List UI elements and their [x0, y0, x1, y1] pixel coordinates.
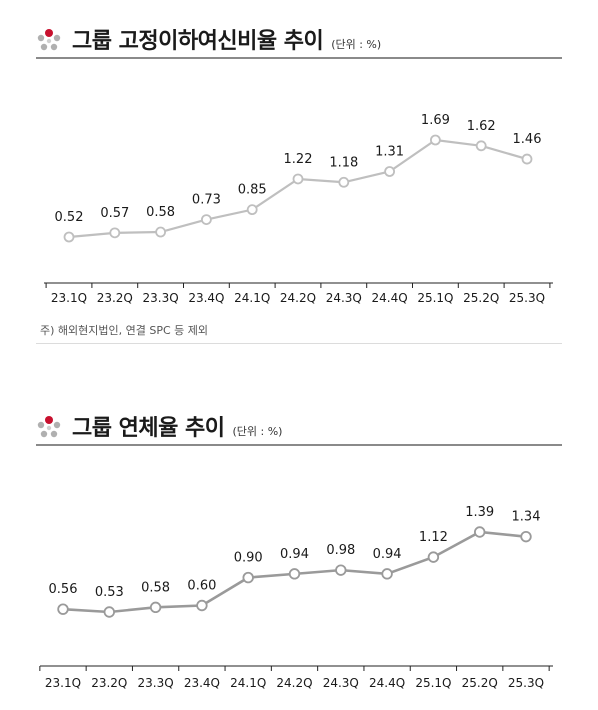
x-tick-label: 25.3Q — [509, 291, 545, 305]
data-label: 1.62 — [467, 119, 496, 134]
x-tick-label: 23.2Q — [91, 676, 127, 690]
chart-title: 그룹 고정이하여신비율 추이 — [72, 29, 324, 54]
delinquency-chart: 0.56 0.53 0.58 0.60 0.90 0.94 0.98 0.94 1.12 1.39… — [39, 505, 553, 690]
logo-icon — [36, 415, 62, 441]
data-label: 0.73 — [192, 193, 221, 208]
data-label: 1.46 — [513, 132, 542, 147]
x-tick-label: 23.2Q — [97, 291, 133, 305]
data-point — [427, 551, 440, 563]
npl-ratio-chart: 0.52 0.57 0.58 0.73 0.85 1.22 1.18 1.31 1.69 1.62… — [44, 113, 553, 305]
x-tick-label: 25.2Q — [462, 676, 498, 690]
x-tick-label: 24.4Q — [369, 676, 405, 690]
data-point — [338, 176, 350, 188]
data-point — [155, 226, 167, 238]
title-rule — [36, 57, 562, 59]
data-label: 0.90 — [234, 551, 263, 566]
data-point — [521, 153, 533, 165]
delinquency-header: 그룹 연체율 추이 (단위 : %) — [36, 409, 282, 442]
data-label: 0.58 — [141, 580, 170, 595]
x-tick-label: 23.1Q — [45, 676, 81, 690]
data-point — [196, 599, 208, 612]
data-label: 0.56 — [49, 582, 78, 597]
data-label: 0.94 — [373, 547, 402, 562]
data-label: 1.39 — [465, 505, 494, 520]
x-tick-label: 25.1Q — [415, 676, 451, 690]
data-point — [103, 606, 116, 618]
x-tick-label: 23.1Q — [51, 291, 87, 305]
x-tick-label: 23.3Q — [138, 676, 174, 690]
x-tick-label: 24.1Q — [230, 676, 266, 690]
x-tick-label: 25.3Q — [508, 676, 544, 690]
x-tick-label: 23.4Q — [184, 676, 220, 690]
data-label: 0.53 — [95, 585, 124, 600]
data-point — [57, 603, 69, 615]
data-label: 0.57 — [100, 206, 129, 221]
data-label: 1.18 — [329, 155, 358, 170]
data-point — [242, 571, 254, 584]
data-label: 0.85 — [238, 183, 267, 198]
x-tick-label: 24.1Q — [234, 291, 270, 305]
footnote-rule — [36, 343, 562, 344]
x-tick-label: 25.1Q — [417, 291, 453, 305]
data-label: 1.34 — [512, 510, 541, 525]
x-tick-label: 24.2Q — [276, 676, 312, 690]
data-point — [109, 227, 121, 239]
x-tick-label: 24.4Q — [372, 291, 408, 305]
data-point — [381, 568, 393, 580]
unit-label: (단위 : %) — [331, 38, 382, 51]
data-point — [520, 530, 532, 543]
data-point — [288, 568, 301, 580]
delinquency-section: 그룹 연체율 추이 (단위 : %) 0.56 0.53 0.58 0.60 0.90 0… — [0, 395, 598, 710]
data-label: 1.12 — [419, 530, 448, 545]
data-label: 0.98 — [326, 543, 355, 558]
npl-ratio-section: 그룹 고정이하여신비율 추이 (단위 : %) 0.52 0.57 0.58 0.73… — [36, 22, 562, 344]
chart-title: 그룹 연체율 추이 — [72, 416, 225, 441]
x-tick-label: 23.3Q — [143, 291, 179, 305]
x-tick-label: 25.2Q — [463, 291, 499, 305]
unit-label: (단위 : %) — [232, 425, 283, 438]
data-label: 1.69 — [421, 113, 450, 128]
npl-header: 그룹 고정이하여신비율 추이 (단위 : %) — [36, 22, 381, 55]
x-tick-label: 24.2Q — [280, 291, 316, 305]
data-point — [429, 134, 441, 146]
data-point — [475, 140, 487, 152]
data-label: 1.31 — [375, 145, 404, 160]
footnote: 주) 해외현지법인, 연결 SPC 등 제외 — [40, 324, 209, 337]
data-point — [384, 166, 396, 177]
data-label: 0.94 — [280, 547, 309, 562]
data-point — [200, 214, 212, 225]
x-tick-label: 24.3Q — [326, 291, 362, 305]
data-point — [149, 601, 162, 614]
x-tick-label: 24.3Q — [323, 676, 359, 690]
data-point — [246, 204, 258, 216]
logo-icon — [36, 28, 62, 54]
data-label: 0.52 — [55, 210, 84, 225]
data-label: 1.22 — [284, 152, 313, 167]
data-point — [292, 173, 304, 185]
title-rule — [36, 444, 562, 446]
x-tick-label: 23.4Q — [188, 291, 224, 305]
data-point — [63, 231, 75, 243]
data-label: 0.60 — [187, 578, 216, 593]
data-point — [335, 564, 347, 576]
data-point — [474, 526, 486, 538]
data-label: 0.58 — [146, 205, 175, 220]
